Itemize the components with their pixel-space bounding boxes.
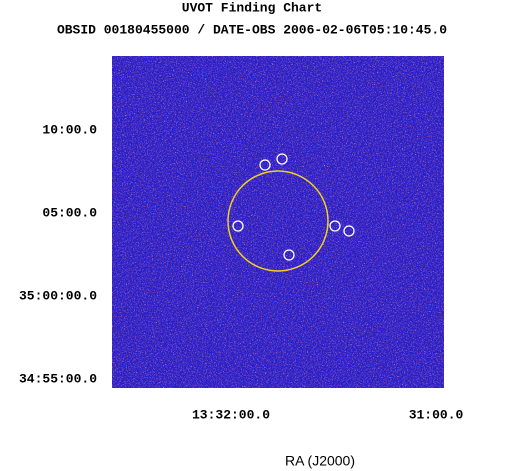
y-tick-label: 35:00:00.0 (19, 288, 97, 303)
title: UVOT Finding Chart (182, 0, 322, 15)
source-marker (283, 249, 295, 261)
x-tick-label: 13:32:00.0 (192, 407, 270, 422)
sky-image (112, 56, 444, 388)
source-marker (329, 220, 341, 232)
subtitle: OBSID 00180455000 / DATE-OBS 2006-02-06T… (57, 22, 447, 37)
source-marker (232, 220, 244, 232)
x-tick-label: 31:00.0 (409, 407, 464, 422)
error-circle (227, 170, 329, 272)
image-stars (112, 56, 444, 388)
source-marker (343, 225, 355, 237)
y-tick-label: 34:55:00.0 (19, 371, 97, 386)
y-tick-label: 10:00.0 (42, 122, 97, 137)
y-tick-label: 05:00.0 (42, 205, 97, 220)
source-marker (276, 153, 288, 165)
source-markers (232, 153, 355, 261)
source-marker (259, 159, 271, 171)
x-axis-label: RA (J2000) (285, 453, 355, 469)
